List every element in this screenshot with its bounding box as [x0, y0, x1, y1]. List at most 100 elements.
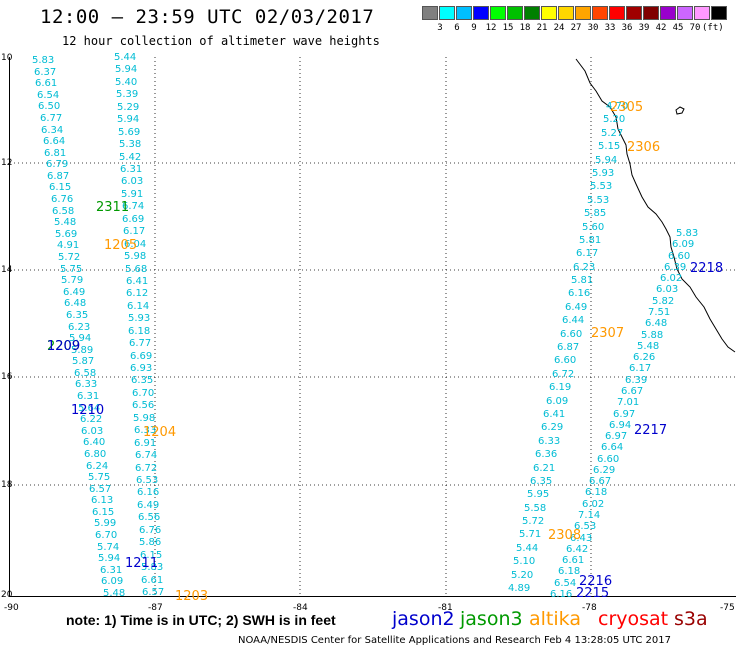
wave-height-value: 5.20 — [511, 570, 534, 581]
wave-height-value: 6.69 — [122, 214, 145, 225]
colorbar-label: 33 — [604, 23, 616, 33]
lat-label-20: 20 — [1, 590, 13, 600]
wave-height-value: 5.48 — [103, 588, 126, 599]
wave-height-value: 6.39 — [625, 375, 648, 386]
colorbar-label: 39 — [638, 23, 650, 33]
wave-height-value: 5.15 — [598, 141, 621, 152]
wave-height-value: 6.18 — [128, 326, 151, 337]
wave-height-value: 6.70 — [132, 388, 155, 399]
wave-height-value: 5.93 — [128, 313, 151, 324]
wave-height-value: 6.94 — [609, 420, 632, 431]
wave-height-value: 5.85 — [584, 208, 607, 219]
wave-height-value: 6.04 — [124, 239, 147, 250]
colorbar-swatch — [677, 6, 693, 20]
wave-height-value: 6.22 — [80, 414, 103, 425]
wave-height-value: 5.44 — [516, 543, 539, 554]
wave-height-value: 6.34 — [41, 125, 64, 136]
wave-height-value: 6.53 — [574, 521, 597, 532]
colorbar-swatch — [558, 6, 574, 20]
lat-label-12: 12 — [1, 158, 13, 168]
wave-height-value: 6.91 — [134, 438, 157, 449]
wave-height-value: 6.64 — [43, 136, 66, 147]
wave-height-value: 5.58 — [524, 503, 547, 514]
wave-height-value: 5.98 — [124, 251, 147, 262]
wave-height-value: 6.87 — [557, 342, 580, 353]
wave-height-value: 5.93 — [592, 168, 615, 179]
wave-height-value: 6.26 — [633, 352, 656, 363]
wave-height-value: 6.57 — [89, 484, 112, 495]
wave-height-value: 6.31 — [100, 565, 123, 576]
wave-height-value: 6.67 — [589, 476, 612, 487]
wave-height-value: 5.99 — [94, 518, 117, 529]
wave-height-value: 5.48 — [637, 341, 660, 352]
wave-height-value: 7.01 — [617, 397, 640, 408]
wave-height-value: 5.82 — [652, 296, 675, 307]
wave-height-value: 6.35 — [530, 476, 553, 487]
wave-height-value: 6.23 — [573, 262, 596, 273]
wave-height-value: 6.60 — [554, 355, 577, 366]
wave-height-value: 6.49 — [565, 302, 588, 313]
pass-time-label: 1210 — [71, 403, 105, 418]
wave-height-value: 4.91 — [57, 240, 80, 251]
map-subtitle: 12 hour collection of altimeter wave hei… — [62, 34, 380, 48]
pass-time-label: 1209 — [47, 339, 81, 354]
wave-height-value: 6.17 — [576, 248, 599, 259]
pass-time-label: 2209 — [47, 339, 81, 354]
colorbar-swatch — [694, 6, 710, 20]
wave-height-value: 6.18 — [558, 566, 581, 577]
wave-height-value: 6.76 — [51, 194, 74, 205]
wave-height-value: 5.75 — [88, 472, 111, 483]
colorbar-swatch — [473, 6, 489, 20]
pass-time-label: 2307 — [591, 326, 625, 341]
wave-height-value: 5.44 — [114, 52, 137, 63]
pass-time-label: 1203 — [175, 589, 209, 604]
wave-height-value: 5.27 — [601, 128, 624, 139]
wave-height-value: 6.33 — [538, 436, 561, 447]
legend-s3a: s3a — [674, 608, 708, 630]
wave-height-value: 4.89 — [508, 583, 531, 594]
wave-height-value: 6.69 — [130, 351, 153, 362]
wave-height-value: 6.29 — [541, 422, 564, 433]
wave-height-value: 6.56 — [138, 512, 161, 523]
wave-height-value: 6.02 — [660, 273, 683, 284]
wave-height-value: 6.21 — [533, 463, 556, 474]
wave-height-value: 6.97 — [613, 409, 636, 420]
wave-height-value: 5.69 — [55, 229, 78, 240]
wave-height-value: 6.70 — [95, 530, 118, 541]
wave-height-value: 5.68 — [125, 264, 148, 275]
pass-time-label: 2215 — [576, 586, 610, 601]
wave-height-value: 6.80 — [84, 449, 107, 460]
legend-note: note: 1) Time is in UTC; 2) SWH is in fe… — [66, 612, 336, 628]
wave-height-value: 5.29 — [117, 102, 140, 113]
wave-height-value: 6.03 — [656, 284, 679, 295]
wave-height-value: 5.94 — [69, 333, 92, 344]
wave-height-value: 6.18 — [585, 487, 608, 498]
wave-height-value: 6.61 — [35, 78, 58, 89]
pass-time-label: 1205 — [104, 238, 138, 253]
colorbar-swatch — [643, 6, 659, 20]
wave-height-value: 6.74 — [135, 450, 158, 461]
wave-height-value: 6.13 — [91, 495, 114, 506]
colorbar-label: 30 — [587, 23, 599, 33]
wave-height-value: 6.15 — [92, 507, 115, 518]
wave-height-value: 5.20 — [603, 114, 626, 125]
wave-height-value: 6.36 — [535, 449, 558, 460]
wave-height-value: 5.83 — [676, 228, 699, 239]
colorbar-label: 12 — [485, 23, 497, 33]
wave-height-value: 6.29 — [593, 465, 616, 476]
wave-height-value: 6.54 — [554, 578, 577, 589]
wave-height-value: 6.31 — [120, 164, 143, 175]
wave-height-value: 6.33 — [134, 425, 157, 436]
colorbar-label: 70 — [689, 23, 701, 33]
lon-label-87: -87 — [148, 603, 163, 613]
colorbar-label: 15 — [502, 23, 514, 33]
wave-height-value: 6.64 — [601, 442, 624, 453]
colorbar-swatch — [541, 6, 557, 20]
colorbar-label: 36 — [621, 23, 633, 33]
wave-height-value: 6.44 — [562, 315, 585, 326]
legend-jason2: jason2 — [392, 608, 455, 630]
wave-height-value: 6.12 — [126, 288, 149, 299]
lat-label-14: 14 — [1, 265, 13, 275]
wave-height-value: 6.09 — [672, 239, 695, 250]
wave-height-value: 6.24 — [86, 461, 109, 472]
